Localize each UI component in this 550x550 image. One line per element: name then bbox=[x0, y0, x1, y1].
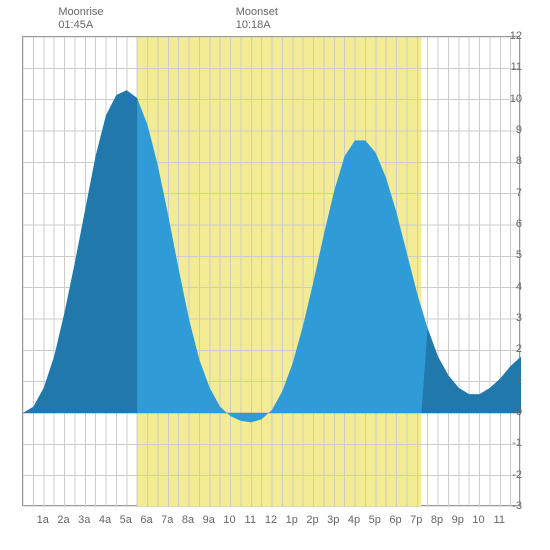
x-tick: 1a bbox=[37, 514, 49, 526]
x-tick: 6p bbox=[389, 514, 401, 526]
y-tick: 5 bbox=[500, 249, 522, 261]
x-tick: 8a bbox=[182, 514, 194, 526]
x-tick: 9a bbox=[203, 514, 215, 526]
x-tick: 8p bbox=[431, 514, 443, 526]
y-tick: -3 bbox=[500, 500, 522, 512]
moonrise-title: Moonrise bbox=[58, 6, 103, 19]
x-tick: 4a bbox=[99, 514, 111, 526]
x-tick: 11 bbox=[494, 514, 505, 526]
x-tick: 5p bbox=[369, 514, 381, 526]
moonrise-label: Moonrise 01:45A bbox=[58, 6, 103, 32]
y-tick: 9 bbox=[500, 124, 522, 136]
moon-labels: Moonrise 01:45A Moonset 10:18A bbox=[0, 6, 550, 36]
moonset-label: Moonset 10:18A bbox=[236, 6, 278, 32]
x-tick: 2a bbox=[57, 514, 69, 526]
moonset-time: 10:18A bbox=[236, 19, 278, 32]
x-tick: 2p bbox=[306, 514, 318, 526]
x-tick: 11 bbox=[245, 514, 256, 526]
tide-chart: Moonrise 01:45A Moonset 10:18A -3-2-1012… bbox=[0, 0, 550, 550]
x-tick: 12 bbox=[265, 514, 277, 526]
x-tick: 4p bbox=[348, 514, 360, 526]
y-tick: 11 bbox=[500, 61, 522, 73]
y-tick: 4 bbox=[500, 281, 522, 293]
plot-svg bbox=[23, 37, 521, 507]
x-tick: 5a bbox=[120, 514, 132, 526]
x-tick: 7a bbox=[161, 514, 173, 526]
y-tick: 6 bbox=[500, 218, 522, 230]
x-tick: 9p bbox=[452, 514, 464, 526]
x-tick: 6a bbox=[140, 514, 152, 526]
y-tick: -1 bbox=[500, 437, 522, 449]
plot-area bbox=[22, 36, 520, 506]
y-tick: 1 bbox=[500, 375, 522, 387]
x-tick: 10 bbox=[472, 514, 484, 526]
x-tick: 1p bbox=[286, 514, 298, 526]
moonset-title: Moonset bbox=[236, 6, 278, 19]
y-tick: 10 bbox=[500, 93, 522, 105]
y-tick: 2 bbox=[500, 343, 522, 355]
y-tick: 7 bbox=[500, 187, 522, 199]
y-tick: 0 bbox=[500, 406, 522, 418]
x-tick: 7p bbox=[410, 514, 422, 526]
moonrise-time: 01:45A bbox=[58, 19, 103, 32]
y-tick: 3 bbox=[500, 312, 522, 324]
y-tick: 8 bbox=[500, 155, 522, 167]
x-tick: 3a bbox=[78, 514, 90, 526]
x-tick: 10 bbox=[223, 514, 235, 526]
y-tick: 12 bbox=[500, 30, 522, 42]
y-tick: -2 bbox=[500, 469, 522, 481]
x-tick: 3p bbox=[327, 514, 339, 526]
